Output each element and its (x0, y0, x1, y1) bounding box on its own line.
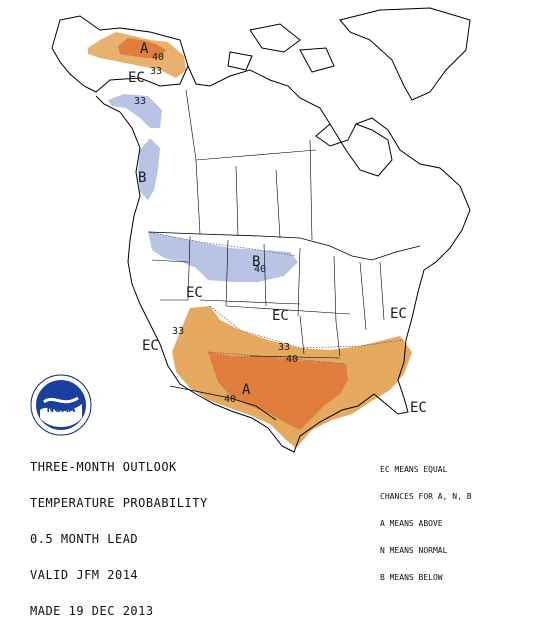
legend-line: N MEANS NORMAL (380, 546, 448, 555)
north-america-coast (95, 65, 471, 453)
contour-label: 33 (134, 96, 146, 107)
florida-ec-label: EC (410, 400, 427, 416)
arctic-islands (227, 23, 335, 73)
noaa-logo: NOAA (30, 374, 92, 436)
probability-shading (88, 32, 412, 448)
contour-label: 40 (286, 354, 298, 365)
state-lines (151, 235, 385, 359)
title-line: MADE 19 DEC 2013 (30, 604, 154, 618)
coastlines (51, 7, 471, 453)
legend-line: B MEANS BELOW (380, 573, 443, 582)
contour-label: 40 (254, 264, 266, 275)
title-line: 0.5 MONTH LEAD (30, 532, 139, 546)
northeast-ec-label: EC (390, 306, 407, 322)
pacific-nw-below-area (138, 138, 160, 200)
alaska-above-label: A (140, 41, 149, 57)
alaska-coast (51, 15, 189, 93)
contour-label: 40 (224, 394, 236, 405)
pacific-nw-below-label: B (138, 170, 146, 186)
contour-label: 33 (278, 342, 290, 353)
plains-below-33-area (148, 232, 298, 282)
legend-line: A MEANS ABOVE (380, 519, 443, 528)
central-ec-label: EC (272, 308, 289, 324)
southwest-ec-label: EC (142, 338, 159, 354)
contours (147, 231, 405, 365)
plains-below-label: B (252, 254, 260, 270)
us-mexico-border (169, 385, 277, 421)
title-line: THREE-MONTH OUTLOOK (30, 460, 177, 474)
alaska-ec-label: EC (128, 70, 145, 86)
outlook-map: A EC B B EC EC EC EC EC A 40 33 33 40 33… (51, 7, 471, 453)
hudson-bay (329, 123, 393, 177)
south-above-label: A (242, 382, 251, 398)
bc-below-33-area (108, 94, 162, 128)
outlook-title-block: THREE-MONTH OUTLOOK TEMPERATURE PROBABIL… (30, 437, 208, 629)
us-canada-border (147, 231, 421, 261)
south-above-40-area (208, 352, 348, 430)
legend-line: EC MEANS EQUAL (380, 465, 448, 474)
contour-label: 33 (172, 326, 184, 337)
legend-block: EC MEANS EQUAL CHANCES FOR A, N, B A MEA… (380, 447, 472, 591)
canada-province-lines (185, 89, 317, 241)
contour-label: 40 (152, 52, 164, 63)
west-ec-label: EC (186, 285, 203, 301)
title-line: VALID JFM 2014 (30, 568, 139, 582)
contour-label: 33 (150, 66, 162, 77)
svg-text:NOAA: NOAA (47, 405, 76, 415)
alaska-above-40-area (118, 38, 166, 58)
greenland (339, 7, 471, 101)
legend-line: CHANCES FOR A, N, B (380, 492, 472, 501)
